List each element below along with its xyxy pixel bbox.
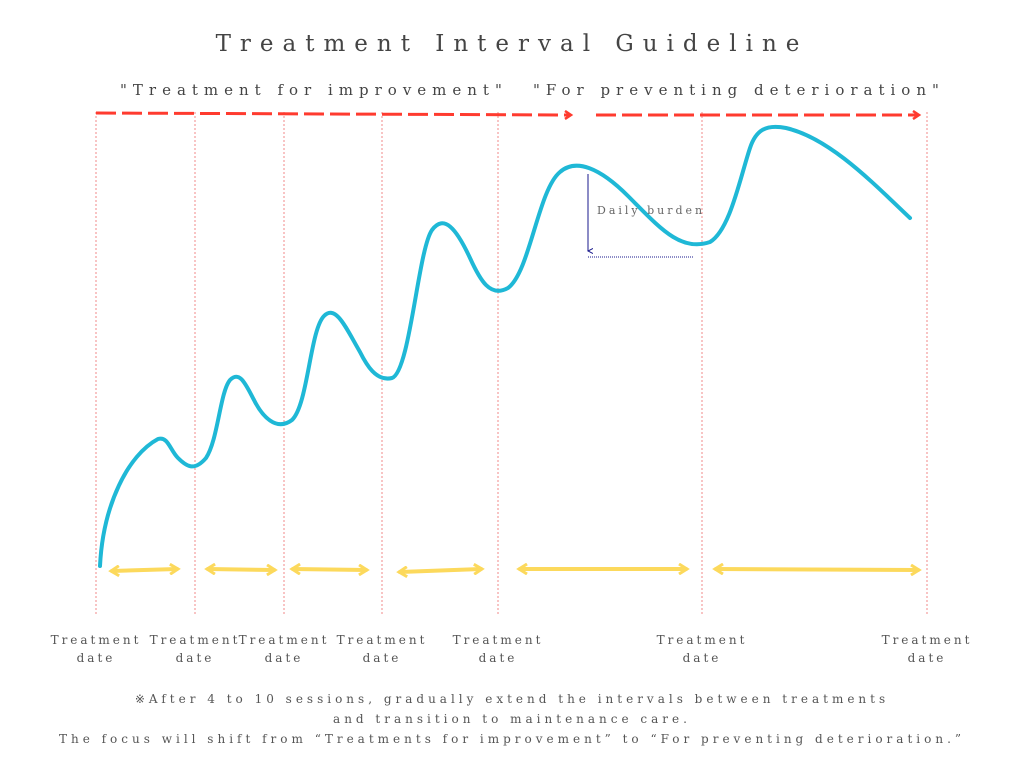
interval-arrow-1: [112, 569, 177, 571]
treatment-date-label: Treatment date: [656, 633, 748, 665]
interval-arrow-6: [716, 569, 918, 570]
improvement-phase-label: "Treatment for improvement": [120, 81, 508, 99]
interval-arrow-4: [400, 569, 481, 572]
interval-arrow-2: [208, 569, 274, 570]
footnote-line-2: and transition to maintenance care.: [333, 712, 691, 726]
page-title: Treatment Interval Guideline: [215, 31, 809, 57]
prevention-phase-label: "For preventing deterioration": [533, 81, 945, 99]
treatment-date-label: Treatment date: [50, 633, 142, 665]
interval-arrow-3: [293, 569, 366, 570]
treatment-lines: [95, 112, 928, 616]
treatment-date-label: Treatment date: [452, 633, 544, 665]
treatment-date-label: Treatment date: [336, 633, 428, 665]
interval-arrows: [112, 569, 918, 572]
treatment-date-label: Treatment date: [149, 633, 241, 665]
condition-curve: [98, 124, 912, 568]
footnote-line-3: The focus will shift from “Treatments fo…: [58, 732, 966, 746]
footnote: ※After 4 to 10 sessions, gradually exten…: [0, 689, 1024, 749]
treatment-date-label: Treatment date: [881, 633, 973, 665]
treatment-date-label: Treatment date: [238, 633, 330, 665]
footnote-line-1: ※After 4 to 10 sessions, gradually exten…: [134, 692, 890, 706]
improvement-phase-arrow: [95, 113, 570, 115]
daily-burden-label: Daily burden: [597, 204, 706, 217]
